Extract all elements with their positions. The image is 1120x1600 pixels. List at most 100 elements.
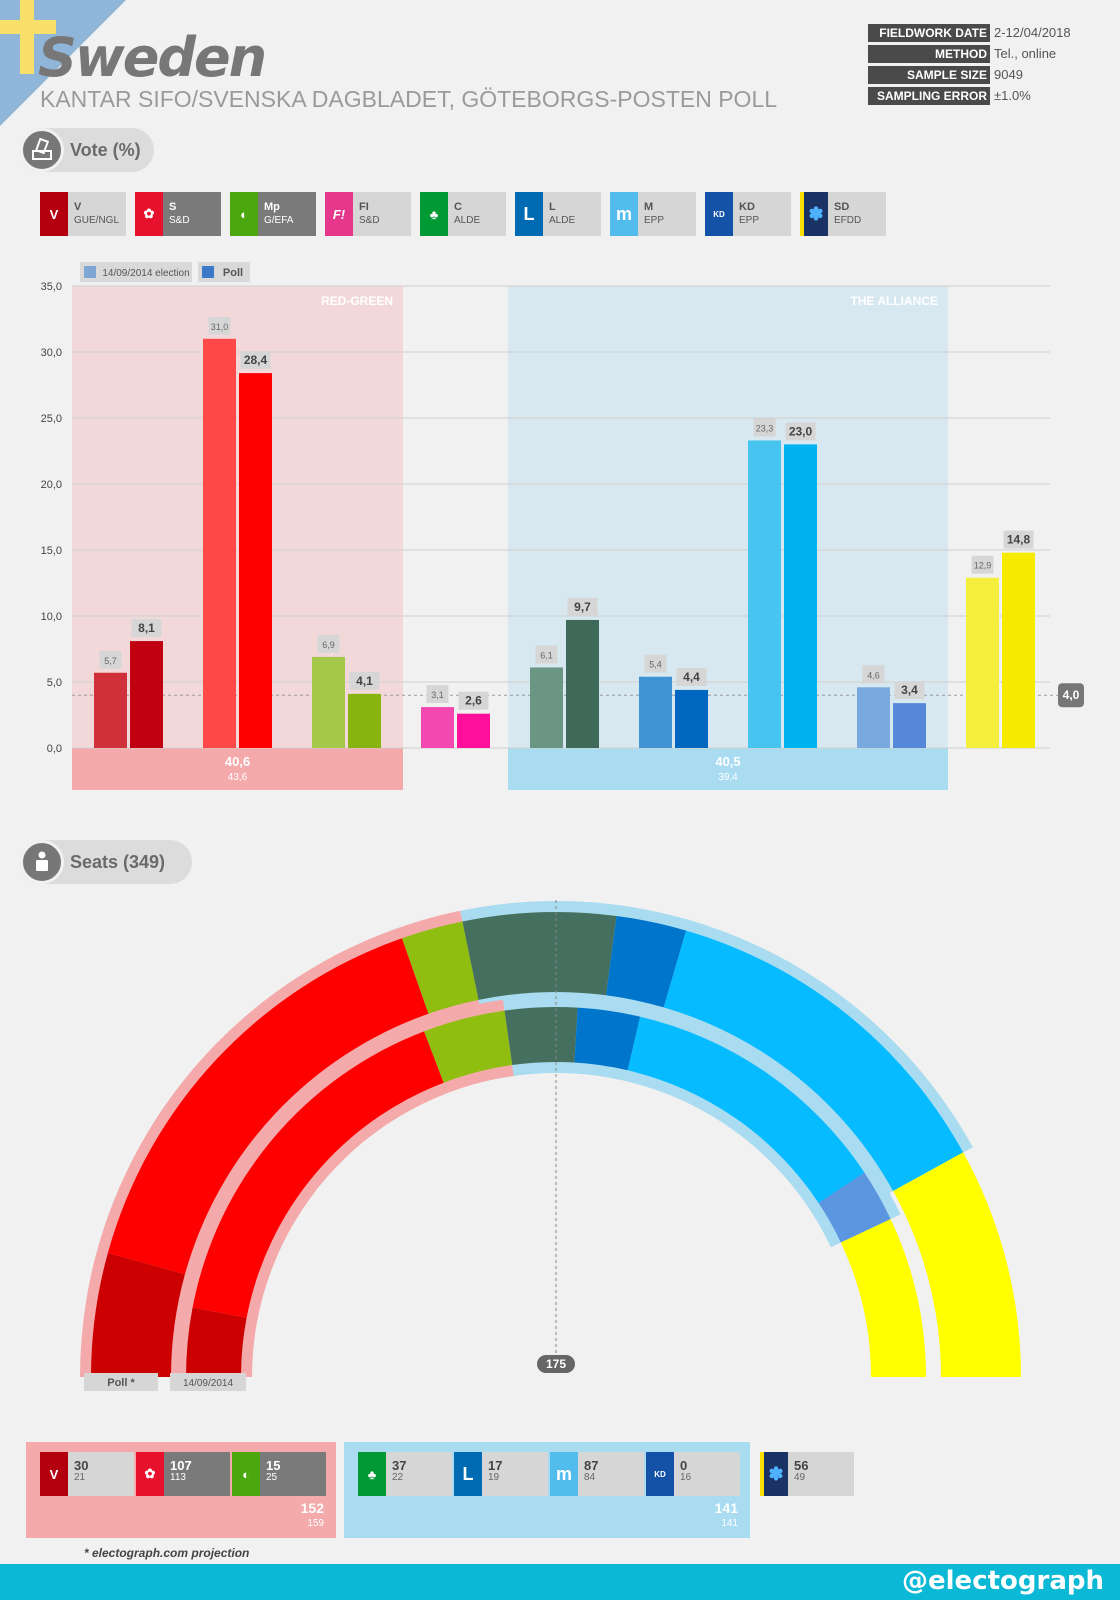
seat-poll: 107 xyxy=(170,1460,192,1472)
legend-poll-label: Poll xyxy=(223,267,243,279)
coalition-poll-total: 40,6 xyxy=(225,754,250,769)
party-group: S&D xyxy=(169,215,190,226)
party-abbr: S xyxy=(169,201,190,214)
seats-section-pill: Seats (349) xyxy=(20,840,192,884)
s-rose-icon: ✿ xyxy=(135,192,163,236)
seat-hemicycle-chart: 175Poll * 14/09/2014 xyxy=(0,890,1120,1430)
y-tick-label: 20,0 xyxy=(41,479,62,491)
alliance-seat-total: 141 xyxy=(646,1500,738,1516)
bar-kd-poll xyxy=(893,703,926,748)
bar-value-label: 5,7 xyxy=(104,656,117,666)
ring-label-election: 14/09/2014 xyxy=(183,1378,233,1389)
vote-section-pill: Vote (%) xyxy=(20,128,154,172)
party-group: EPP xyxy=(739,215,759,226)
meta-key: FIELDWORK DATE xyxy=(868,24,990,42)
meta-key: METHOD xyxy=(868,45,990,63)
brand-handle[interactable]: @electograph xyxy=(902,1566,1104,1596)
seat-election: 19 xyxy=(488,1472,499,1483)
bar-c-election xyxy=(530,667,563,748)
seat-poll: 87 xyxy=(584,1460,598,1472)
bar-value-label: 28,4 xyxy=(244,353,268,367)
party-group: ALDE xyxy=(454,215,480,226)
bar-s-poll xyxy=(239,373,272,748)
seat-poll: 15 xyxy=(266,1460,280,1472)
party-abbr: C xyxy=(454,201,480,214)
bar-kd-election xyxy=(857,687,890,748)
poll-subtitle: KANTAR SIFO/SVENSKA DAGBLADET, GÖTEBORGS… xyxy=(40,86,777,113)
coalition-name: THE ALLIANCE xyxy=(850,294,938,308)
seat-arc-poll-v xyxy=(91,1253,185,1377)
c-clover-icon: ♣ xyxy=(358,1452,386,1496)
coalition-poll-total: 40,5 xyxy=(715,754,740,769)
page-title: Sweden xyxy=(38,26,265,89)
seat-election: 22 xyxy=(392,1472,403,1483)
seat-box-m: m 87 84 xyxy=(550,1452,644,1496)
y-tick-label: 10,0 xyxy=(41,611,62,623)
bar-value-label: 31,0 xyxy=(211,322,229,332)
bar-fi-election xyxy=(421,707,454,748)
party-box-s: ✿ S S&D xyxy=(135,192,221,236)
seat-box-l: L 17 19 xyxy=(454,1452,548,1496)
bar-value-label: 14,8 xyxy=(1007,533,1031,547)
bar-c-poll xyxy=(566,620,599,748)
y-tick-label: 25,0 xyxy=(41,413,62,425)
bar-value-label: 6,1 xyxy=(540,650,553,660)
party-group: EFDD xyxy=(834,215,861,226)
v-logo-icon: V xyxy=(40,1452,68,1496)
party-box-fi: F! FI S&D xyxy=(325,192,411,236)
projection-footnote: * electograph.com projection xyxy=(84,1546,249,1560)
party-box-m: m M EPP xyxy=(610,192,696,236)
bar-value-label: 9,7 xyxy=(574,600,591,614)
bar-value-label: 2,6 xyxy=(465,694,482,708)
footer-bar: @electograph xyxy=(0,1564,1120,1600)
meta-key: SAMPLE SIZE xyxy=(868,66,990,84)
seat-box-s: ✿ 107 113 xyxy=(136,1452,230,1496)
red-green-seat-total: 152 xyxy=(232,1500,324,1516)
bar-value-label: 8,1 xyxy=(138,621,155,635)
kd-logo-icon: KD xyxy=(705,192,733,236)
y-tick-label: 35,0 xyxy=(41,281,62,293)
meta-row-fieldwork: FIELDWORK DATE 2-12/04/2018 xyxy=(868,22,1071,43)
meta-row-method: METHOD Tel., online xyxy=(868,43,1071,64)
alliance-seat-total-election: 141 xyxy=(646,1518,738,1529)
s-rose-icon: ✿ xyxy=(136,1452,164,1496)
seat-arc-poll-c xyxy=(462,912,616,1000)
meta-row-sample-size: SAMPLE SIZE 9049 xyxy=(868,64,1071,85)
party-group: S&D xyxy=(359,215,380,226)
legend-election-label: 14/09/2014 election xyxy=(102,268,189,279)
seat-poll: 30 xyxy=(74,1460,88,1472)
seat-box-mp: ◐ 15 25 xyxy=(232,1452,326,1496)
bar-sd-poll xyxy=(1002,553,1035,748)
y-tick-label: 15,0 xyxy=(41,545,62,557)
bar-m-poll xyxy=(784,444,817,748)
seat-poll: 56 xyxy=(794,1460,808,1472)
party-abbr: M xyxy=(644,201,664,214)
vote-bar-chart: RED-GREEN40,643,6THE ALLIANCE40,539,40,0… xyxy=(0,250,1120,810)
bar-value-label: 4,6 xyxy=(867,670,880,680)
meta-value: 9049 xyxy=(994,67,1023,82)
red-green-seat-total-election: 159 xyxy=(232,1518,324,1529)
bar-value-label: 6,9 xyxy=(322,640,335,650)
seat-arc-election-sd xyxy=(841,1219,926,1377)
bar-value-label: 4,4 xyxy=(683,670,700,684)
ballot-icon xyxy=(20,128,64,172)
seat-poll: 17 xyxy=(488,1460,502,1472)
seat-election: 113 xyxy=(170,1472,186,1483)
bar-mp-poll xyxy=(348,694,381,748)
seat-box-v: V 30 21 xyxy=(40,1452,134,1496)
l-logo-icon: L xyxy=(515,192,543,236)
meta-value: ±1.0% xyxy=(994,88,1031,103)
coalition-election-total: 39,4 xyxy=(718,772,738,783)
bar-mp-election xyxy=(312,657,345,748)
seat-box-sd: ✽ 56 49 xyxy=(760,1452,854,1496)
bar-sd-election xyxy=(966,578,999,748)
bar-value-label: 23,3 xyxy=(756,423,774,433)
party-abbr: FI xyxy=(359,201,380,214)
parliament-icon xyxy=(20,840,64,884)
party-abbr: L xyxy=(549,201,575,214)
seat-election: 25 xyxy=(266,1472,277,1483)
coalition-election-total: 43,6 xyxy=(228,772,248,783)
legend-election-swatch xyxy=(84,266,96,278)
c-clover-icon: ♣ xyxy=(420,192,448,236)
party-abbr: KD xyxy=(739,201,759,214)
